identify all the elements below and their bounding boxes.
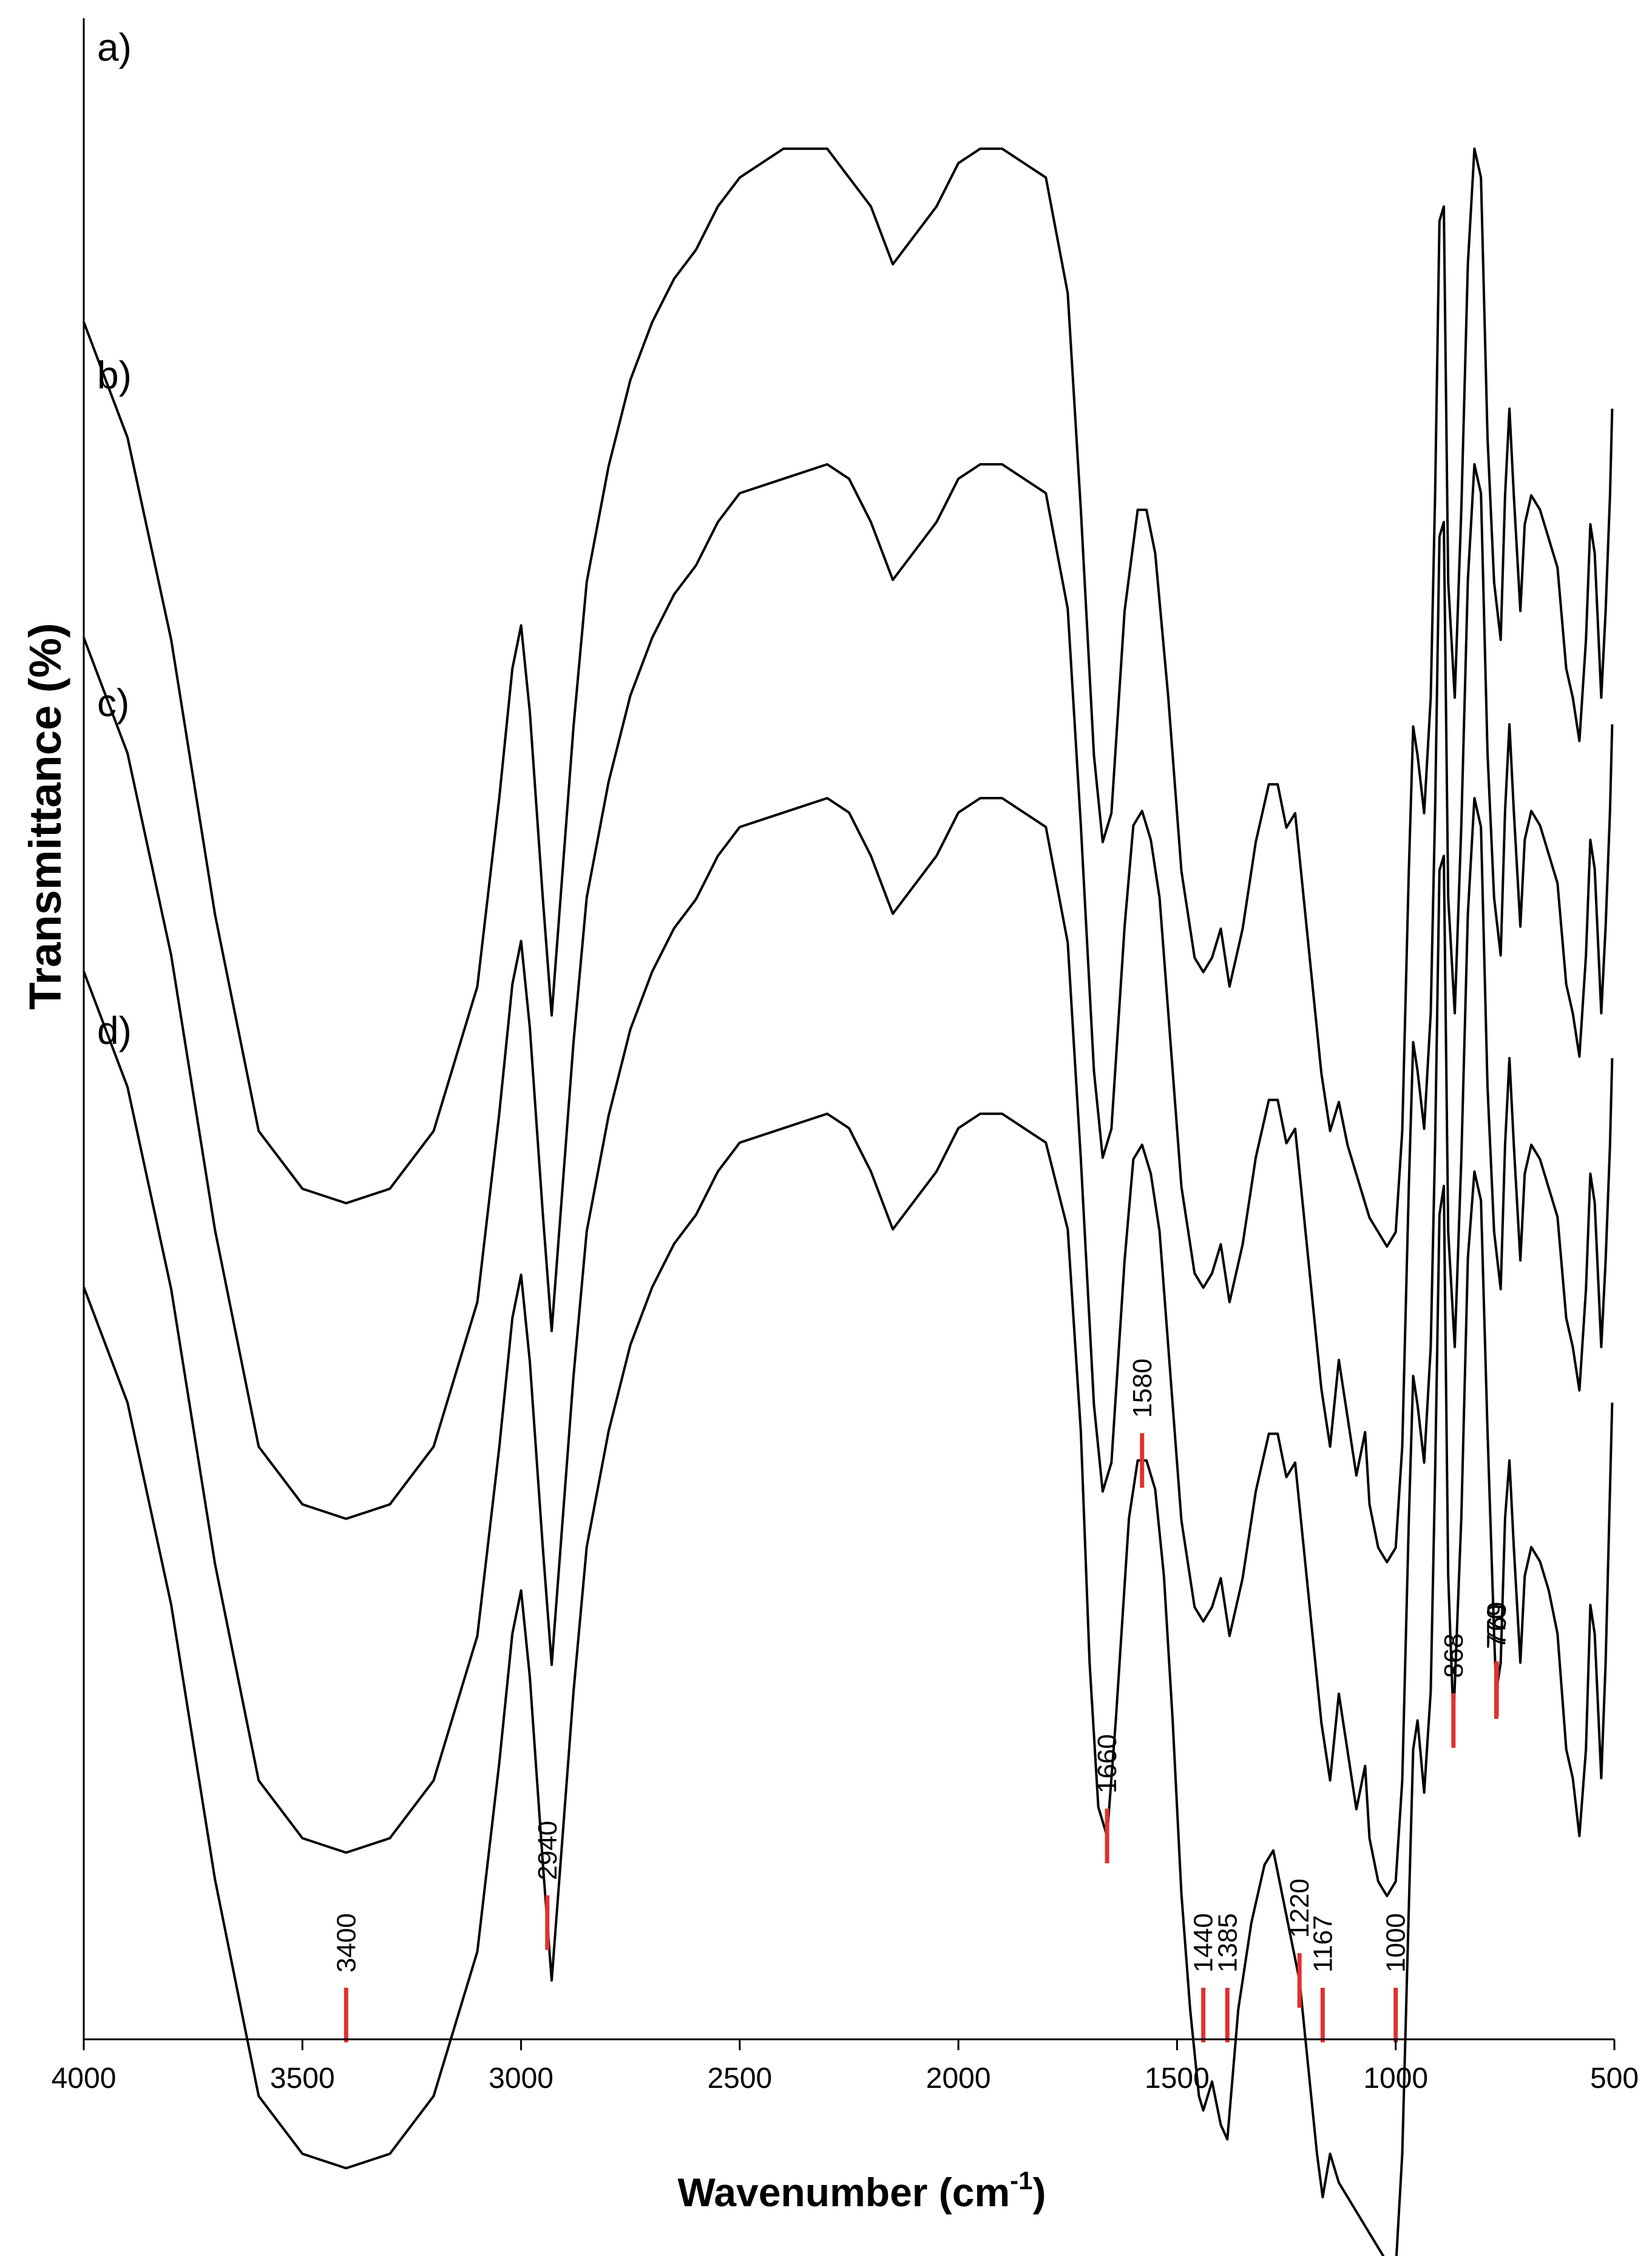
x-tick-label: 1000 xyxy=(1363,2062,1428,2095)
series-line xyxy=(83,797,1614,1897)
series-label: a) xyxy=(97,25,132,69)
x-axis-title-superscript: -1 xyxy=(1010,2166,1032,2195)
peak-label: 3400 xyxy=(331,1913,361,1973)
peak-label: 770 xyxy=(1481,1605,1511,1649)
peak-label: 868 xyxy=(1439,1633,1469,1678)
peak-label: 1167 xyxy=(1308,1915,1338,1973)
y-axis-title: Transmittance (%) xyxy=(20,623,70,1009)
x-tick-label: 1500 xyxy=(1145,2062,1210,2095)
series-line xyxy=(83,1113,1614,2256)
x-tick-label: 2500 xyxy=(707,2062,772,2095)
series-label: c) xyxy=(97,681,129,725)
x-tick-label: 3500 xyxy=(270,2062,335,2095)
series-label: b) xyxy=(97,353,132,397)
x-tick-label: 4000 xyxy=(52,2062,117,2095)
peak-label: 1000 xyxy=(1381,1913,1411,1973)
peak-label: 1440 xyxy=(1189,1913,1219,1973)
axis-layer: 4000 3500 3000 2500 2000 1500 1000 500 xyxy=(52,18,1639,2095)
peak-label: 1385 xyxy=(1213,1913,1242,1973)
series-line xyxy=(83,147,1614,1248)
series-label: d) xyxy=(97,1009,132,1052)
x-tick-label: 2000 xyxy=(926,2062,991,2095)
peak-label: 1660 xyxy=(1092,1734,1122,1794)
peak-label: 769 xyxy=(1482,1602,1512,1646)
x-axis-title-end: ) xyxy=(1033,2170,1046,2215)
series-line xyxy=(83,463,1614,1563)
peak-label: 2940 xyxy=(533,1821,563,1880)
x-tick-label: 3000 xyxy=(489,2062,553,2095)
peak-label: 1220 xyxy=(1285,1878,1315,1938)
peak-label: 1580 xyxy=(1128,1358,1157,1418)
x-axis-title: Wavenumber (cm-1) xyxy=(677,2166,1046,2215)
x-tick-label: 500 xyxy=(1590,2062,1639,2095)
x-axis-title-main: Wavenumber (cm xyxy=(677,2170,1010,2215)
spectra-series-layer: a) b) c) d) xyxy=(83,25,1614,2256)
